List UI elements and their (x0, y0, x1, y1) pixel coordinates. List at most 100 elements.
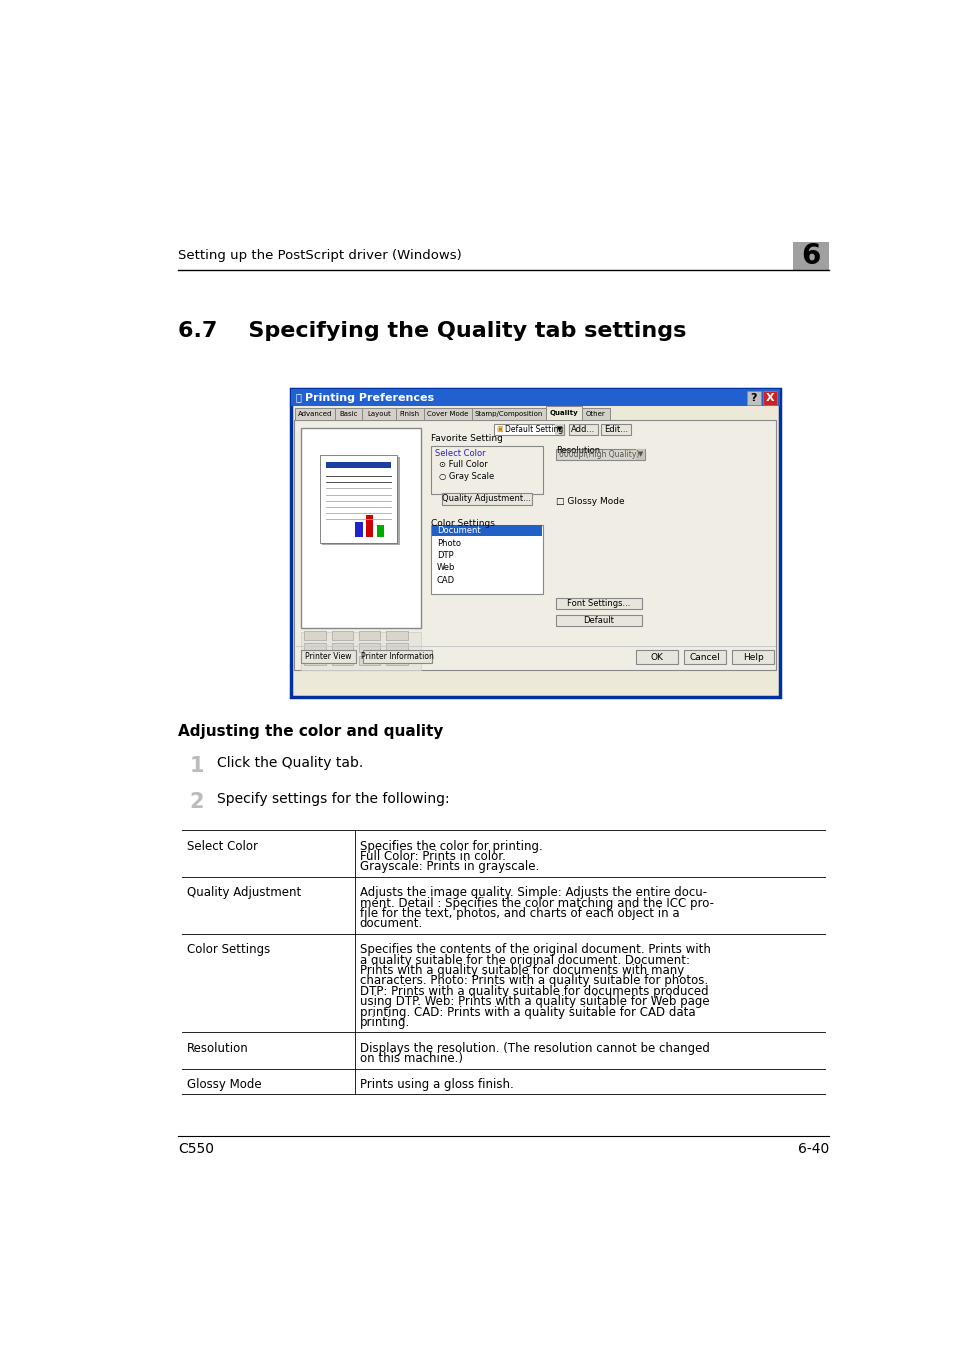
FancyBboxPatch shape (431, 525, 542, 594)
Text: Add...: Add... (571, 425, 595, 433)
FancyBboxPatch shape (423, 408, 472, 420)
FancyBboxPatch shape (494, 424, 563, 435)
Text: DTP: Prints with a quality suitable for documents produced: DTP: Prints with a quality suitable for … (359, 984, 708, 998)
Text: X: X (765, 393, 774, 404)
Text: 6.7    Specifying the Quality tab settings: 6.7 Specifying the Quality tab settings (178, 321, 686, 342)
FancyBboxPatch shape (332, 630, 353, 640)
FancyBboxPatch shape (385, 630, 407, 640)
Text: Quality Adjustment: Quality Adjustment (187, 886, 301, 899)
Text: OK: OK (650, 652, 663, 662)
Text: 6: 6 (801, 242, 820, 270)
Text: Full Color: Prints in color.: Full Color: Prints in color. (359, 850, 505, 863)
Text: Edit...: Edit... (603, 425, 627, 433)
FancyBboxPatch shape (358, 630, 380, 640)
FancyBboxPatch shape (600, 424, 630, 435)
FancyBboxPatch shape (365, 516, 373, 537)
Text: on this machine.): on this machine.) (359, 1052, 462, 1065)
FancyBboxPatch shape (304, 656, 326, 664)
Text: a quality suitable for the original document. Document:: a quality suitable for the original docu… (359, 953, 689, 967)
Text: Stamp/Composition: Stamp/Composition (475, 410, 542, 417)
Text: Layout: Layout (367, 410, 391, 417)
FancyBboxPatch shape (793, 242, 828, 270)
Text: Cancel: Cancel (689, 652, 720, 662)
FancyBboxPatch shape (319, 455, 397, 543)
FancyBboxPatch shape (332, 656, 353, 664)
Text: file for the text, photos, and charts of each object in a: file for the text, photos, and charts of… (359, 907, 679, 919)
Text: printing.: printing. (359, 1017, 410, 1029)
FancyBboxPatch shape (358, 656, 380, 664)
FancyBboxPatch shape (304, 643, 326, 652)
Text: Specifies the color for printing.: Specifies the color for printing. (359, 840, 542, 853)
Text: 600dpi(High Quality): 600dpi(High Quality) (558, 450, 639, 459)
FancyBboxPatch shape (385, 643, 407, 652)
FancyBboxPatch shape (762, 392, 777, 405)
Text: Photo: Photo (436, 539, 460, 548)
Text: Default: Default (583, 616, 614, 625)
Text: Favorite Setting: Favorite Setting (431, 433, 502, 443)
FancyBboxPatch shape (332, 643, 353, 652)
FancyBboxPatch shape (431, 446, 542, 494)
FancyBboxPatch shape (581, 408, 609, 420)
Text: ment. Detail : Specifies the color matching and the ICC pro-: ment. Detail : Specifies the color match… (359, 896, 713, 910)
Text: CAD: CAD (436, 575, 455, 585)
Text: Adjusts the image quality. Simple: Adjusts the entire docu-: Adjusts the image quality. Simple: Adjus… (359, 886, 706, 899)
FancyBboxPatch shape (556, 450, 645, 460)
Text: ▼: ▼ (557, 427, 561, 432)
Text: Advanced: Advanced (298, 410, 333, 417)
FancyBboxPatch shape (335, 408, 361, 420)
FancyBboxPatch shape (294, 420, 776, 670)
FancyBboxPatch shape (291, 389, 779, 406)
Text: Displays the resolution. (The resolution cannot be changed: Displays the resolution. (The resolution… (359, 1042, 709, 1054)
FancyBboxPatch shape (636, 450, 645, 460)
Text: Printer View: Printer View (305, 652, 352, 662)
Text: Prints using a gloss finish.: Prints using a gloss finish. (359, 1077, 513, 1091)
FancyBboxPatch shape (358, 643, 380, 652)
FancyBboxPatch shape (555, 424, 563, 435)
Text: Quality Adjustment...: Quality Adjustment... (442, 494, 531, 504)
Text: Resolution: Resolution (556, 446, 599, 455)
FancyBboxPatch shape (304, 630, 326, 640)
FancyBboxPatch shape (395, 408, 423, 420)
Text: ▣: ▣ (497, 427, 503, 432)
Text: 1: 1 (189, 756, 204, 776)
FancyBboxPatch shape (431, 525, 542, 536)
Text: Prints with a quality suitable for documents with many: Prints with a quality suitable for docum… (359, 964, 683, 977)
FancyBboxPatch shape (732, 651, 773, 664)
Text: Printing Preferences: Printing Preferences (305, 393, 434, 402)
Text: Finish: Finish (399, 410, 419, 417)
Text: Web: Web (436, 563, 455, 572)
Text: Quality: Quality (549, 410, 578, 416)
Text: Other: Other (585, 410, 605, 417)
FancyBboxPatch shape (546, 406, 581, 420)
FancyBboxPatch shape (556, 598, 641, 609)
FancyBboxPatch shape (291, 389, 779, 697)
FancyBboxPatch shape (355, 521, 362, 537)
FancyBboxPatch shape (361, 408, 395, 420)
Text: □ Glossy Mode: □ Glossy Mode (556, 497, 624, 506)
FancyBboxPatch shape (376, 525, 384, 537)
Text: Resolution: Resolution (187, 1042, 249, 1054)
Text: document.: document. (359, 918, 422, 930)
Text: ▼: ▼ (638, 452, 643, 458)
FancyBboxPatch shape (556, 614, 641, 626)
Text: DTP: DTP (436, 551, 453, 560)
Text: Setting up the PostScript driver (Windows): Setting up the PostScript driver (Window… (178, 250, 461, 262)
FancyBboxPatch shape (326, 462, 391, 468)
Text: Specifies the contents of the original document. Prints with: Specifies the contents of the original d… (359, 944, 710, 956)
Text: 6-40: 6-40 (797, 1142, 828, 1156)
FancyBboxPatch shape (568, 424, 598, 435)
FancyBboxPatch shape (442, 493, 531, 505)
Text: Default Setting: Default Setting (505, 425, 563, 433)
Text: Basic: Basic (339, 410, 357, 417)
Text: Help: Help (742, 652, 762, 662)
FancyBboxPatch shape (322, 456, 399, 545)
FancyBboxPatch shape (746, 392, 760, 405)
Text: Color Settings: Color Settings (187, 944, 270, 956)
Text: Specify settings for the following:: Specify settings for the following: (217, 792, 449, 806)
FancyBboxPatch shape (683, 651, 725, 664)
Text: Adjusting the color and quality: Adjusting the color and quality (178, 724, 443, 738)
Text: Grayscale: Prints in grayscale.: Grayscale: Prints in grayscale. (359, 860, 538, 873)
Text: C550: C550 (178, 1142, 214, 1156)
FancyBboxPatch shape (362, 651, 432, 663)
Text: ⊙ Full Color: ⊙ Full Color (438, 460, 487, 468)
